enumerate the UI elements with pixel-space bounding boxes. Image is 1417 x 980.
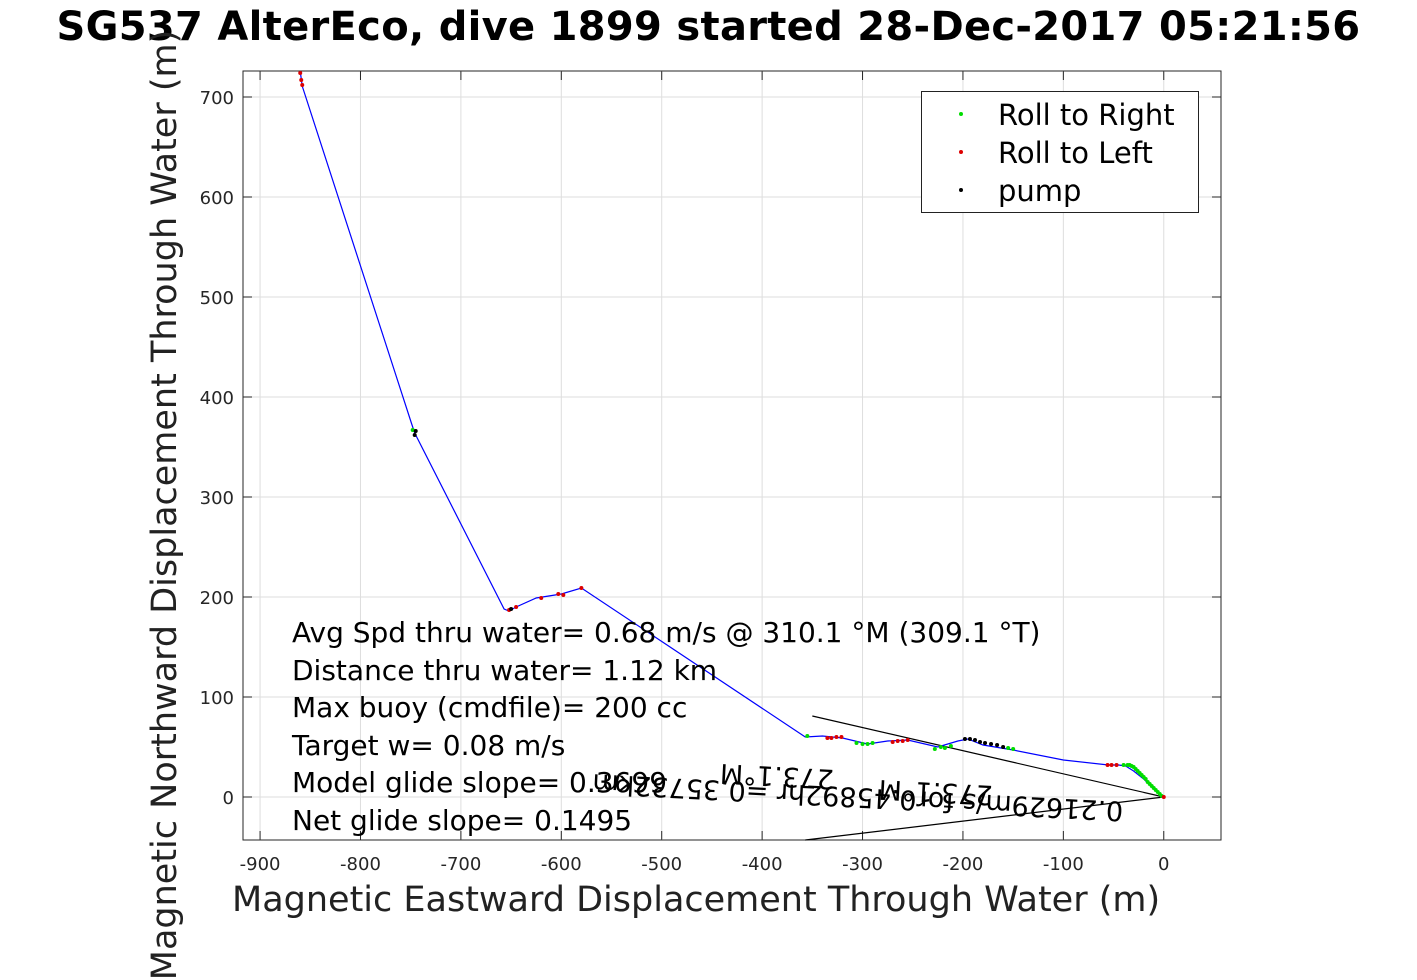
pump-point <box>413 429 418 433</box>
x-tick-label: -900 <box>240 854 281 875</box>
y-tick-label: 100 <box>200 688 234 709</box>
glide-line <box>805 796 1164 841</box>
roll-left-point <box>825 736 830 740</box>
roll-right-point <box>942 746 947 750</box>
stat-avg-speed: Avg Spd thru water= 0.68 m/s @ 310.1 °M … <box>292 616 1041 649</box>
heading-label-1: 273.1°M <box>719 757 835 794</box>
roll-right-point <box>865 742 870 746</box>
roll-left-point <box>514 605 519 609</box>
roll-right-point <box>1145 780 1150 784</box>
roll-left-point <box>900 739 905 743</box>
axis-ticks: -900 -800 -700 -600 -500 -400 -300 -200 -100 0 0 10… <box>200 71 1221 875</box>
pump-point <box>995 743 1000 747</box>
roll-left-point <box>298 71 303 75</box>
x-tick-label: -700 <box>440 854 481 875</box>
stat-target-w: Target w= 0.08 m/s <box>292 728 566 762</box>
roll-left-point <box>1114 763 1119 767</box>
stat-net-glide-slope: Net glide slope= 0.1495 <box>292 803 633 837</box>
roll-left-point <box>1161 795 1166 799</box>
legend-marker-pump <box>959 188 963 192</box>
y-tick-label: 500 <box>200 288 234 309</box>
glide-line <box>812 715 1164 798</box>
roll-left-point <box>556 592 561 596</box>
legend-label-pump: pump <box>998 174 1082 208</box>
roll-right-point <box>932 747 937 751</box>
pump-point <box>978 740 983 744</box>
roll-left-point <box>561 593 566 597</box>
pump-point <box>967 737 972 741</box>
roll-right-point <box>870 741 875 745</box>
roll-right-point <box>854 741 859 745</box>
roll-left-point <box>539 596 544 600</box>
y-tick-label: 700 <box>200 88 234 109</box>
roll-left-point <box>895 739 900 743</box>
roll-right-point <box>1006 746 1011 750</box>
legend-label-roll-left: Roll to Left <box>998 136 1153 170</box>
legend-item-roll-left: Roll to Left <box>922 134 1198 172</box>
y-axis-label: Magnetic Northward Displacement Through … <box>145 29 185 980</box>
pump-point <box>972 738 977 742</box>
roll-right-point <box>1121 763 1126 767</box>
roll-left-point <box>829 736 834 740</box>
roll-left-point <box>1109 763 1114 767</box>
stat-model-glide-slope: Model glide slope= 0.3699 <box>292 766 668 799</box>
pump-point <box>962 737 967 741</box>
pump-point <box>989 742 994 746</box>
x-tick-label: -800 <box>340 854 381 875</box>
stats-block: Avg Spd thru water= 0.68 m/s @ 310.1 °M … <box>292 614 1040 839</box>
roll-left-point <box>1105 763 1110 767</box>
x-tick-label: 0 <box>1158 854 1169 875</box>
x-tick-label: -600 <box>541 854 582 875</box>
x-axis-label: Magnetic Eastward Displacement Through W… <box>232 880 1161 920</box>
roll-right-point <box>860 742 865 746</box>
glide-lines <box>805 715 1164 841</box>
legend-item-pump: pump <box>922 172 1198 210</box>
legend-marker-roll-left <box>959 150 963 154</box>
legend-item-roll-right: Roll to Right <box>922 96 1198 134</box>
pump-point <box>983 741 988 745</box>
y-tick-label: 400 <box>200 388 234 409</box>
stat-max-buoy: Max buoy (cmdfile)= 200 cc <box>292 691 688 724</box>
roll-right-point <box>1125 763 1130 767</box>
pump-point <box>509 607 514 611</box>
pump-point <box>412 433 417 437</box>
legend: Roll to Right Roll to Left pump <box>921 91 1199 213</box>
y-tick-label: 200 <box>200 588 234 609</box>
stat-distance: Distance thru water= 1.12 km <box>292 653 718 687</box>
x-tick-label: -400 <box>742 854 783 875</box>
y-tick-label: 300 <box>200 488 234 509</box>
legend-marker-roll-right <box>959 112 963 116</box>
roll-right-point <box>805 734 810 738</box>
y-tick-label: 600 <box>200 188 234 209</box>
legend-label-roll-right: Roll to Right <box>998 98 1175 132</box>
chart-title: SG537 AlterEco, dive 1899 started 28-Dec… <box>56 4 1361 50</box>
roll-left-point <box>839 735 844 739</box>
pump-point <box>1001 745 1006 749</box>
x-tick-label: -500 <box>641 854 682 875</box>
y-tick-label: 0 <box>223 788 234 809</box>
roll-left-point <box>890 740 895 744</box>
markers <box>298 71 1166 799</box>
roll-left-point <box>905 738 910 742</box>
roll-right-point <box>948 744 953 748</box>
x-tick-label: -300 <box>842 854 883 875</box>
x-tick-label: -100 <box>1043 854 1084 875</box>
roll-left-point <box>834 735 839 739</box>
roll-left-point <box>300 83 305 87</box>
x-tick-label: -200 <box>943 854 984 875</box>
heading-label-2: 273.1°M <box>878 773 994 810</box>
roll-right-point <box>938 745 943 749</box>
roll-right-point <box>410 428 415 432</box>
roll-left-point <box>299 78 304 82</box>
roll-left-point <box>579 586 584 590</box>
roll-right-point <box>1011 747 1016 751</box>
